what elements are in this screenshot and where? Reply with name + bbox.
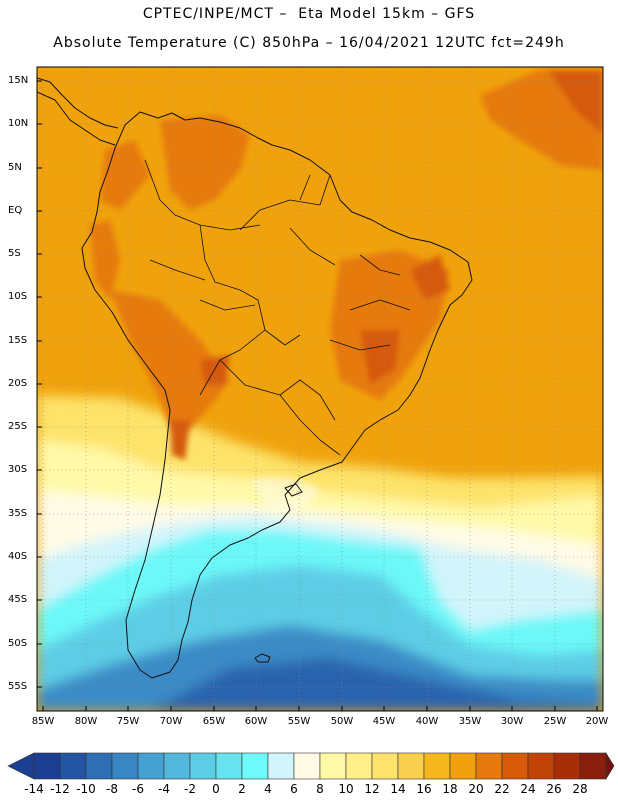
lat-label: 30S [8,464,28,475]
colorbar-swatch [267,752,295,780]
lat-label: EQ [8,205,23,216]
colorbar-swatch [33,752,61,780]
lat-label: 45S [8,594,28,605]
lat-label: 25S [8,421,28,432]
lat-label: 50S [8,638,28,649]
colorbar-swatch [423,752,451,780]
lat-label: 10S [8,291,28,302]
lat-label: 10N [8,118,29,129]
colorbar-label: 22 [494,782,510,796]
colorbar-label: 12 [364,782,380,796]
lon-label: 30W [500,716,524,727]
lon-label: 60W [244,716,268,727]
lon-label: 35W [458,716,482,727]
south-america-coastline [81,111,473,679]
chart-title-line-1: CPTEC/INPE/MCT – Eta Model 15km – GFS [142,6,476,22]
axis-ticks [37,80,598,711]
rio-de-la-plata [284,483,303,497]
colorbar-label: -2 [184,782,196,796]
colorbar-label: 26 [546,782,562,796]
colorbar-swatch [111,752,139,780]
lat-label: 15S [8,335,28,346]
colorbar-swatch [397,752,425,780]
colorbar-swatch [579,752,607,780]
colorbar-label: 2 [238,782,246,796]
colorbar-swatch [137,752,165,780]
map-frame [36,66,604,712]
colorbar-swatch [85,752,113,780]
colorbar-swatch [371,752,399,780]
colorbar-label: -10 [76,782,96,796]
colorbar-label: 6 [290,782,298,796]
colorbar-swatch [163,752,191,780]
lat-label: 5N [8,162,22,173]
colorbar-swatch [319,752,347,780]
colorbar [7,751,615,781]
lon-label: 25W [543,716,567,727]
lon-label: 80W [74,716,98,727]
colorbar-swatch [501,752,529,780]
colorbar-swatch [59,752,87,780]
lat-label: 35S [8,508,28,519]
lon-label: 45W [372,716,396,727]
lat-label: 40S [8,551,28,562]
colorbar-label: 10 [338,782,354,796]
colorbar-label: -6 [132,782,144,796]
colorbar-arrow-left [7,752,35,780]
lat-label: 5S [8,248,21,259]
colorbar-label: 24 [520,782,536,796]
chart-title-line-2: Absolute Temperature (C) 850hPa – 16/04/… [53,35,565,51]
colorbar-label: 8 [316,782,324,796]
colorbar-swatch [527,752,555,780]
colorbar-label: -14 [24,782,44,796]
lat-label: 15N [8,75,29,86]
lat-label: 55S [8,681,28,692]
colorbar-label: 16 [416,782,432,796]
lat-label: 20S [8,378,28,389]
colorbar-label: -4 [158,782,170,796]
graticule [37,67,603,711]
lon-label: 85W [31,716,55,727]
lon-label: 55W [287,716,311,727]
central-america-coastline [37,77,119,146]
country-borders [144,159,411,456]
colorbar-label: -12 [50,782,70,796]
falkland-islands [254,653,271,663]
lon-label: 75W [116,716,140,727]
colorbar-swatch [345,752,373,780]
colorbar-label: 28 [572,782,588,796]
lon-label: 40W [415,716,439,727]
colorbar-swatch [189,752,217,780]
lon-label: 70W [159,716,183,727]
lon-label: 50W [330,716,354,727]
colorbar-label: 18 [442,782,458,796]
colorbar-arrow-right [605,751,615,781]
colorbar-label: 4 [264,782,272,796]
colorbar-label: 14 [390,782,406,796]
colorbar-swatch [553,752,581,780]
colorbar-swatch [215,752,243,780]
colorbar-swatch [449,752,477,780]
colorbar-swatch [241,752,269,780]
colorbar-swatch [293,752,321,780]
temperature-field [37,67,603,711]
lon-label: 65W [202,716,226,727]
colorbar-label: 20 [468,782,484,796]
lon-label: 20W [585,716,609,727]
colorbar-label: -8 [106,782,118,796]
colorbar-swatch [475,752,503,780]
colorbar-label: 0 [212,782,220,796]
